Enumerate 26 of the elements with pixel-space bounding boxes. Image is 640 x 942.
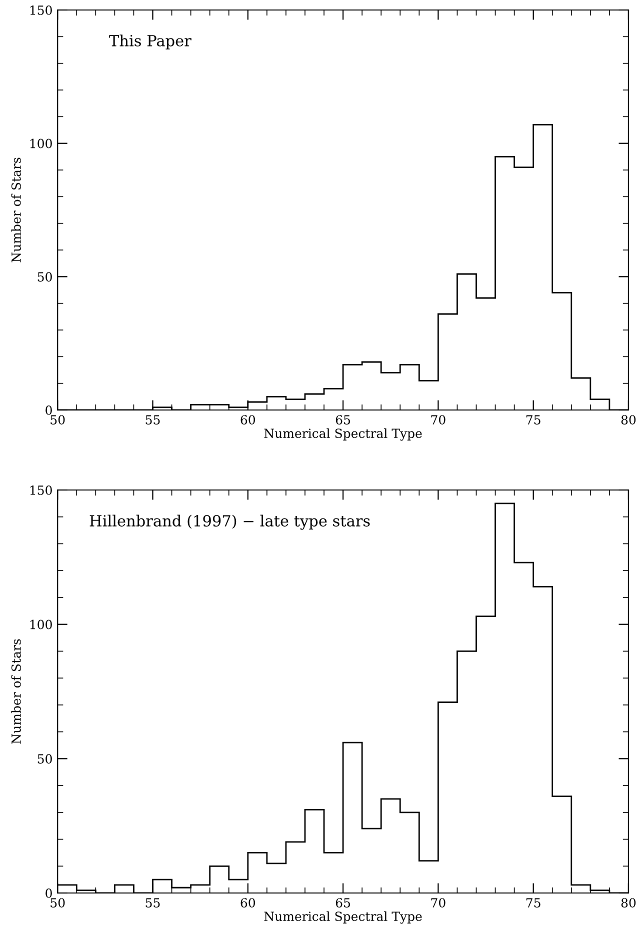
y-tick-label: 100 [30, 138, 52, 148]
x-tick-label: 60 [240, 898, 256, 908]
y-tick-label: 150 [30, 485, 52, 495]
y-tick-label: 50 [38, 754, 52, 764]
x-tick-label: 65 [336, 415, 350, 425]
annotation: This Paper [109, 34, 192, 50]
y-axis-title: Number of Stars [11, 158, 21, 262]
x-axis-title: Numerical Spectral Type [264, 428, 422, 441]
y-tick-label: 100 [30, 620, 52, 630]
x-tick-label: 55 [146, 415, 160, 425]
x-tick-label: 55 [146, 898, 160, 908]
x-tick-label: 70 [431, 898, 446, 908]
y-axis-title: Number of Stars [11, 639, 21, 744]
x-tick-label: 75 [526, 898, 540, 908]
y-tick-label: 0 [46, 405, 52, 415]
x-tick-label: 80 [621, 898, 636, 908]
y-tick-label: 50 [38, 272, 52, 282]
x-tick-label: 60 [240, 415, 256, 425]
y-tick-label: 150 [30, 5, 52, 15]
x-tick-label: 75 [526, 415, 540, 425]
annotation: Hillenbrand (1997) − late type stars [90, 514, 370, 530]
x-tick-label: 70 [431, 415, 446, 425]
x-axis-title: Numerical Spectral Type [264, 911, 422, 924]
x-tick-label: 80 [621, 415, 636, 425]
x-tick-label: 65 [336, 898, 350, 908]
y-tick-label: 0 [46, 888, 52, 898]
